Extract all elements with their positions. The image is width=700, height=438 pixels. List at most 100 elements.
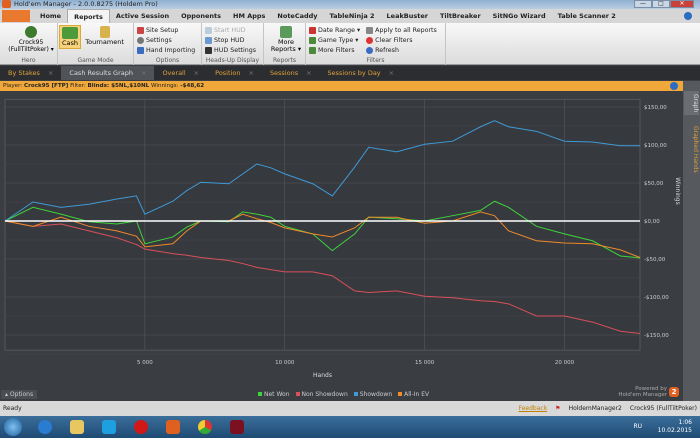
group-hud: Start HUD Stop HUD HUD Settings Heads-Up… xyxy=(202,23,264,65)
tab-sitngo-wizard[interactable]: SitNGo Wizard xyxy=(492,12,546,20)
x-tick-label: 15 000 xyxy=(415,360,435,366)
tab-reports[interactable]: Reports xyxy=(67,9,110,23)
side-tab-graph[interactable]: Graph xyxy=(684,91,699,116)
group-options: Site Setup Settings Hand Importing Optio… xyxy=(134,23,202,65)
results-graph-svg: $150,00 $100,00 $50,00 $0,00 -$50,00 -$100,00… xyxy=(4,98,681,379)
tab-sessions[interactable]: Sessions × xyxy=(262,66,320,80)
tab-home[interactable]: Home xyxy=(40,12,62,20)
start-button[interactable] xyxy=(4,418,22,436)
ribbon: Crock95 (FullTiltPoker) ▾ Hero Cash Tour… xyxy=(0,23,700,65)
close-tab-icon: × xyxy=(388,69,395,77)
taskbar-skype[interactable] xyxy=(94,417,124,437)
language-indicator[interactable]: RU xyxy=(633,423,642,430)
legend-item[interactable]: Net Won xyxy=(258,391,290,398)
more-reports-button[interactable]: More Reports ▾ xyxy=(267,25,305,54)
y-tick-label: -$100,00 xyxy=(644,295,669,301)
series-line-all-in-ev xyxy=(4,211,641,258)
apply-icon xyxy=(366,26,374,34)
side-tab-graphed-hands[interactable]: Graphed Hands xyxy=(684,123,699,176)
tab-tableninja[interactable]: TableNinja 2 xyxy=(329,12,375,20)
group-hero: Crock95 (FullTiltPoker) ▾ Hero xyxy=(0,23,58,65)
hud-settings-button[interactable]: HUD Settings xyxy=(205,45,260,55)
y-tick-label: -$150,00 xyxy=(644,333,669,339)
app-logo-icon xyxy=(2,0,11,8)
close-tab-icon: × xyxy=(47,69,54,77)
taskbar-hm2[interactable] xyxy=(158,417,188,437)
report-tabs: By Stakes × Cash Results Graph × Overall × … xyxy=(0,66,700,80)
start-hud-button[interactable]: Start HUD xyxy=(205,25,260,35)
taskbar: RU 1:06 10.02.2015 xyxy=(0,416,700,438)
trophy-icon xyxy=(99,26,110,38)
apply-all-reports-button[interactable]: Apply to all Reports xyxy=(366,25,437,35)
group-filters: Date Range ▾ Game Type ▾ More Filters Ap… xyxy=(306,23,446,65)
legend-item[interactable]: Showdown xyxy=(353,391,392,398)
group-label: Filters xyxy=(366,57,385,64)
import-icon xyxy=(137,46,144,54)
stop-hud-button[interactable]: Stop HUD xyxy=(205,35,260,45)
help-icon[interactable] xyxy=(684,12,692,20)
tab-table-scanner[interactable]: Table Scanner 2 xyxy=(557,12,616,20)
taskbar-chrome[interactable] xyxy=(190,417,220,437)
site-setup-button[interactable]: Site Setup xyxy=(137,25,198,35)
tab-position[interactable]: Position × xyxy=(207,66,262,80)
filter-summary-bar: Player: Crock95 [FTP] Filter: Blinds: $5… xyxy=(0,81,683,91)
tab-by-stakes[interactable]: By Stakes × xyxy=(0,66,61,80)
hand-importing-button[interactable]: Hand Importing xyxy=(137,45,198,55)
legend-item[interactable]: All-In EV xyxy=(398,391,429,398)
date-range-button[interactable]: Date Range ▾ xyxy=(309,25,360,35)
group-reports: More Reports ▾ Reports xyxy=(264,23,306,65)
refresh-button[interactable]: Refresh xyxy=(366,45,437,55)
play-icon xyxy=(205,26,212,34)
filter-icon xyxy=(309,36,316,44)
refresh-icon xyxy=(366,46,374,54)
app-menu-button[interactable] xyxy=(2,10,30,22)
series-line-showdown xyxy=(4,120,640,222)
clear-filters-button[interactable]: Clear Filters xyxy=(366,35,437,45)
more-filters-button[interactable]: More Filters xyxy=(309,45,360,55)
calendar-icon xyxy=(309,26,316,34)
tab-cash-results-graph[interactable]: Cash Results Graph × xyxy=(61,66,155,80)
flag-icon: ⚑ xyxy=(555,405,561,412)
tab-active-session[interactable]: Active Session xyxy=(115,12,170,20)
app-status[interactable]: HoldemManager2 xyxy=(568,405,622,412)
info-icon[interactable] xyxy=(670,82,678,90)
game-type-button[interactable]: Game Type ▾ xyxy=(309,35,360,45)
legend-label: Net Won xyxy=(264,391,290,398)
plot-area xyxy=(4,98,641,351)
tab-overall[interactable]: Overall × xyxy=(154,66,207,80)
tab-notecaddy[interactable]: NoteCaddy xyxy=(277,12,318,20)
tab-leakbuster[interactable]: LeakBuster xyxy=(386,12,428,20)
results-graph: $150,00 $100,00 $50,00 $0,00 -$50,00 -$100,00… xyxy=(0,91,683,385)
tab-sessions-by-day[interactable]: Sessions by Day × xyxy=(320,66,403,80)
y-tick-label: $150,00 xyxy=(644,105,667,111)
player-status[interactable]: Crock95 (FullTiltPoker) xyxy=(629,405,697,412)
close-button[interactable]: ✕ xyxy=(670,0,694,8)
feedback-link[interactable]: Feedback xyxy=(518,405,548,412)
settings-button[interactable]: Settings xyxy=(137,35,198,45)
minimize-button[interactable]: — xyxy=(634,0,652,8)
taskbar-fulltilt[interactable] xyxy=(222,417,252,437)
series-line-non-showdown xyxy=(4,220,641,334)
stop-icon xyxy=(205,36,212,44)
maximize-button[interactable]: □ xyxy=(652,0,670,8)
tournament-button[interactable]: Tournament xyxy=(83,25,126,47)
tab-hm-apps[interactable]: HM Apps xyxy=(233,12,266,20)
title-bar: Hold'em Manager - 2.0.0.8275 (Holdem Pro… xyxy=(0,0,700,9)
taskbar-explorer[interactable] xyxy=(62,417,92,437)
tab-tiltbreaker[interactable]: TiltBreaker xyxy=(439,12,481,20)
tab-opponents[interactable]: Opponents xyxy=(181,12,222,20)
legend-item[interactable]: Non Showdown xyxy=(295,391,348,398)
hero-avatar-icon xyxy=(25,26,37,38)
powered-by: Powered by Hold'em Manager 2 xyxy=(618,386,679,398)
taskbar-ie[interactable] xyxy=(30,417,60,437)
cash-button[interactable]: Cash xyxy=(59,25,82,49)
y-tick-label: $50,00 xyxy=(644,181,664,187)
hud-icon xyxy=(205,46,212,54)
close-tab-icon: × xyxy=(248,69,254,77)
report-icon xyxy=(280,26,292,38)
clock-date: 10.02.2015 xyxy=(657,427,692,434)
taskbar-opera[interactable] xyxy=(126,417,156,437)
gear-icon xyxy=(137,36,144,44)
hero-button[interactable]: Crock95 (FullTiltPoker) ▾ xyxy=(3,25,59,54)
options-toggle[interactable]: ▴ Options xyxy=(1,390,38,399)
